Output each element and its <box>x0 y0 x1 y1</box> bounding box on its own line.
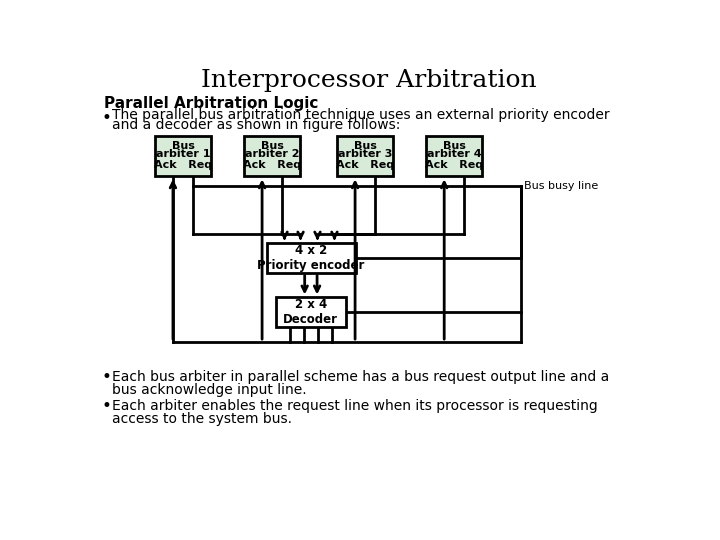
Text: and a decoder as shown in figure follows:: and a decoder as shown in figure follows… <box>112 118 400 132</box>
Bar <box>426 137 482 177</box>
Bar <box>276 298 346 327</box>
Bar <box>155 137 211 177</box>
Text: Each bus arbiter in parallel scheme has a bus request output line and a: Each bus arbiter in parallel scheme has … <box>112 370 609 383</box>
Text: Bus busy line: Bus busy line <box>524 181 598 191</box>
Text: arbiter 4: arbiter 4 <box>427 149 482 159</box>
Text: Bus: Bus <box>171 140 194 151</box>
Bar <box>244 137 300 177</box>
Text: bus acknowledge input line.: bus acknowledge input line. <box>112 383 306 397</box>
Text: access to the system bus.: access to the system bus. <box>112 412 292 426</box>
Text: Bus: Bus <box>443 140 466 151</box>
Text: Ack   Req: Ack Req <box>336 160 394 170</box>
Text: 2 x 4
Decoder: 2 x 4 Decoder <box>284 298 338 326</box>
Text: Ack   Req: Ack Req <box>426 160 483 170</box>
Bar <box>337 137 393 177</box>
Text: •: • <box>102 397 112 415</box>
Text: arbiter 3: arbiter 3 <box>338 149 392 159</box>
Text: The parallel bus arbitration technique uses an external priority encoder: The parallel bus arbitration technique u… <box>112 108 609 122</box>
Text: Each arbiter enables the request line when its processor is requesting: Each arbiter enables the request line wh… <box>112 399 598 413</box>
Text: arbiter 1: arbiter 1 <box>156 149 210 159</box>
Bar <box>266 244 356 273</box>
Text: Ack   Req: Ack Req <box>154 160 212 170</box>
Text: •: • <box>102 368 112 386</box>
Text: Bus: Bus <box>354 140 377 151</box>
Text: •: • <box>102 109 112 127</box>
Text: Bus: Bus <box>261 140 284 151</box>
Text: Interprocessor Arbitration: Interprocessor Arbitration <box>201 69 537 92</box>
Text: Parallel Arbitration Logic: Parallel Arbitration Logic <box>104 96 318 111</box>
Text: 4 x 2
Priority encoder: 4 x 2 Priority encoder <box>257 244 364 272</box>
Text: Ack   Req: Ack Req <box>243 160 301 170</box>
Text: arbiter 2: arbiter 2 <box>245 149 300 159</box>
